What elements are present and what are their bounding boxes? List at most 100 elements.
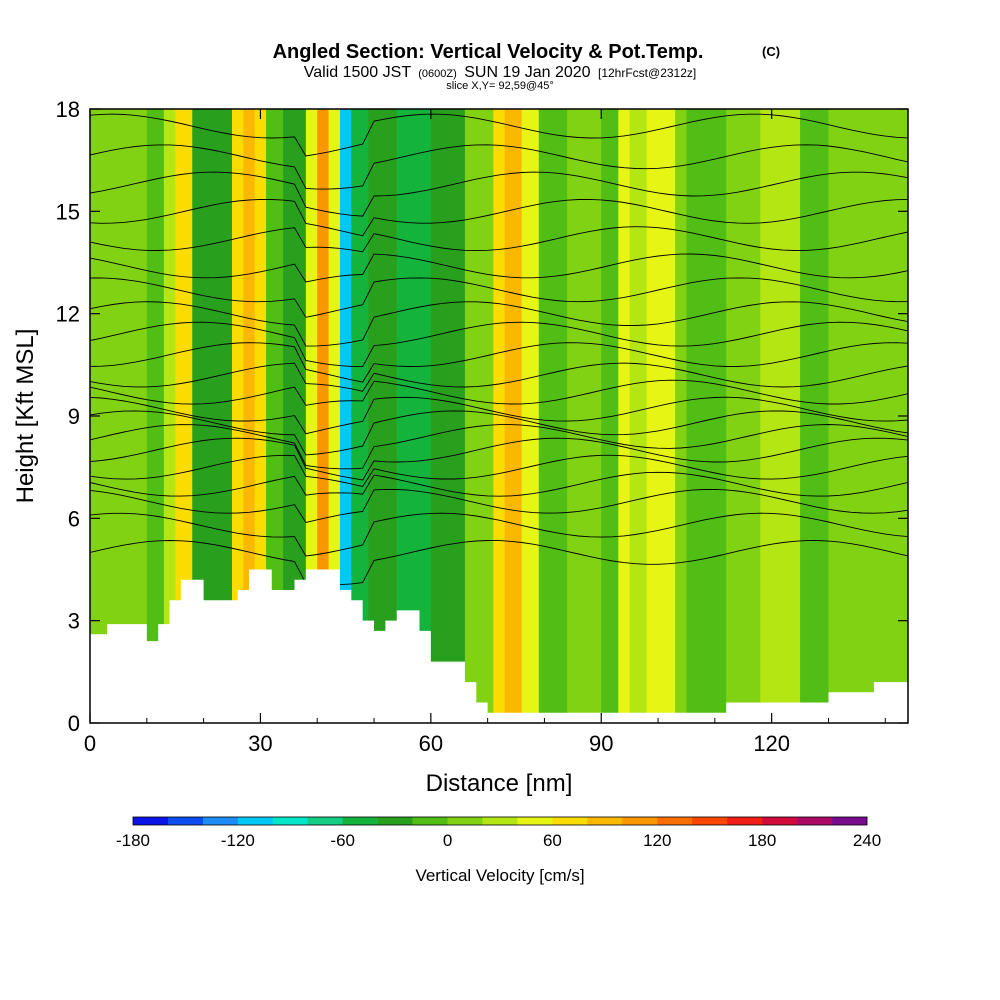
x-tick-label-3: 90: [589, 731, 613, 756]
velocity-band-25: [601, 109, 619, 723]
colorbar-label: Vertical Velocity [cm/s]: [415, 866, 584, 885]
velocity-band-27: [629, 109, 648, 723]
y-tick-label-3: 9: [68, 404, 80, 429]
isentrope-17: [90, 198, 908, 237]
velocity-band-22: [521, 109, 540, 723]
colorbar-tick-label-2: -60: [330, 831, 355, 850]
isentrope-18: [90, 171, 908, 217]
chart-title: Angled Section: Vertical Velocity & Pot.…: [273, 41, 704, 63]
x-tick-label-0: 0: [84, 731, 96, 756]
colorbar-tick-label-5: 120: [643, 831, 671, 850]
colorbar-swatch-7: [377, 817, 413, 825]
y-tick-label-1: 3: [68, 609, 80, 634]
colorbar-swatch-16: [692, 817, 728, 825]
terrain: [90, 569, 908, 723]
colorbar-swatch-11: [517, 817, 553, 825]
velocity-band-6: [232, 109, 244, 723]
potential-temperature-contours: [90, 113, 908, 586]
y-tick-label-0: 0: [68, 711, 80, 736]
subtitle-date: SUN 19 Jan 2020: [464, 64, 590, 81]
isentrope-19: [90, 144, 908, 190]
y-tick-label-2: 6: [68, 506, 80, 531]
colorbar-swatch-8: [412, 817, 448, 825]
isentrope-1: [90, 512, 908, 557]
isentrope-2: [90, 488, 908, 524]
velocity-band-2: [146, 109, 165, 723]
colorbar-swatch-19: [797, 817, 833, 825]
x-tick-label-4: 120: [753, 731, 790, 756]
isentrope-10: [90, 362, 908, 392]
colorbar-swatch-6: [342, 817, 378, 825]
plot-area: [90, 109, 908, 723]
y-tick-label-5: 15: [56, 199, 80, 224]
x-axis: 0 30 60 90 120: [84, 109, 886, 756]
velocity-band-8: [254, 109, 267, 723]
colorbar-swatch-3: [237, 817, 274, 825]
velocity-band-30: [686, 109, 727, 723]
chart-title-units: (C): [762, 44, 780, 59]
chart-titles: Angled Section: Vertical Velocity & Pot.…: [273, 41, 780, 92]
colorbar-tick-label-1: -120: [221, 831, 255, 850]
velocity-band-24: [567, 109, 602, 723]
velocity-band-31: [726, 109, 761, 723]
velocity-band-7: [243, 109, 256, 723]
isentrope-4: [90, 454, 908, 488]
y-axis: 0 3 6 9 12 15 18: [56, 97, 908, 736]
chart-subtitle: Valid 1500 JST (0600Z) SUN 19 Jan 2020 […: [304, 64, 696, 81]
velocity-band-20: [493, 109, 506, 723]
velocity-band-34: [828, 109, 858, 723]
colorbar-frame: [132, 816, 868, 826]
isentrope-15: [90, 253, 908, 283]
colorbar-swatch-14: [622, 817, 658, 825]
y-axis-label: Height [Kft MSL]: [12, 329, 39, 504]
colorbar-swatch-10: [482, 817, 518, 825]
colorbar-swatch-1: [167, 817, 204, 825]
colorbar-swatch-18: [762, 817, 798, 825]
colorbar-swatch-2: [202, 817, 239, 825]
velocity-band-32: [760, 109, 801, 723]
isentrope-8: [90, 396, 908, 435]
colorbar-tick-label-0: -180: [116, 831, 150, 850]
isentrope-6: [90, 424, 908, 470]
colorbar-tick-label-4: 60: [543, 831, 562, 850]
velocity-field: [90, 109, 908, 723]
chart-slice: slice X,Y= 92,59@45°: [446, 80, 554, 92]
colorbar-swatch-13: [587, 817, 623, 825]
isentrope-16: [90, 226, 908, 253]
isentrope-7: [90, 410, 908, 456]
velocity-band-1: [107, 109, 148, 723]
velocity-band-15: [351, 109, 369, 723]
colorbar-tick-label-3: 0: [443, 831, 452, 850]
velocity-band-11: [305, 109, 318, 723]
velocity-band-13: [328, 109, 341, 723]
isentrope-11: [90, 342, 908, 383]
isentrope-5: [90, 437, 908, 481]
isentrope-13: [90, 301, 908, 347]
isentrope-3: [90, 471, 908, 497]
velocity-band-19: [464, 109, 494, 723]
x-axis-label: Distance [nm]: [426, 770, 573, 797]
velocity-band-3: [163, 109, 176, 723]
x-tick-label-1: 30: [248, 731, 272, 756]
colorbar-swatch-5: [307, 817, 344, 825]
colorbar-swatch-0: [133, 817, 169, 825]
colorbar-tick-label-7: 240: [853, 831, 881, 850]
subtitle-valid: Valid 1500 JST: [304, 64, 412, 81]
velocity-band-23: [538, 109, 568, 723]
colorbar-tick-label-6: 180: [748, 831, 776, 850]
velocity-band-14: [339, 109, 352, 723]
y-tick-label-6: 18: [56, 97, 80, 122]
colorbar: -180 -120 -60 0 60 120 180 240: [116, 816, 881, 850]
velocity-band-18: [430, 109, 466, 723]
velocity-band-12: [317, 109, 330, 723]
subtitle-utc: (0600Z): [418, 68, 457, 80]
colorbar-swatch-17: [727, 817, 763, 825]
colorbar-swatch-12: [552, 817, 588, 825]
colorbar-swatch-20: [832, 817, 868, 825]
y-tick-label-4: 12: [56, 302, 80, 327]
colorbar-swatch-4: [272, 817, 309, 825]
isentrope-14: [90, 277, 908, 318]
isentrope-12: [90, 321, 908, 367]
isentrope-0: [90, 540, 908, 586]
